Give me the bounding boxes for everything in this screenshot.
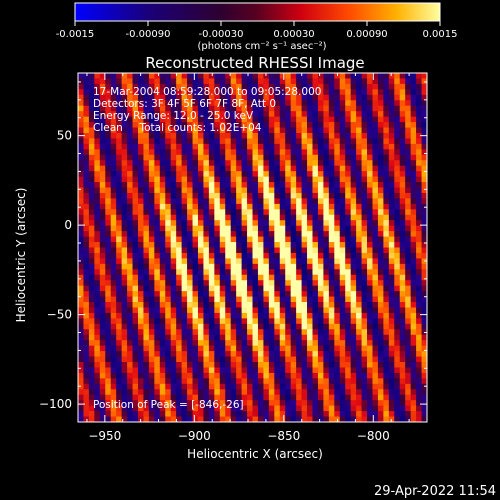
y-tick-label: −100 (39, 397, 72, 411)
colorbar-tick-label: -0.0015 (56, 29, 95, 40)
heatmap-image (78, 73, 427, 422)
annotation-clean: Clean Total counts: 1.02E+04 (93, 122, 262, 134)
x-tick-label: −900 (178, 429, 211, 443)
x-tick-label: −850 (267, 429, 300, 443)
colorbar-tick-label: 0.0015 (423, 29, 458, 40)
y-tick-label: 0 (64, 218, 72, 232)
y-tick-label: −50 (47, 308, 72, 322)
peak-position-label: Position of Peak = [-846,-26] (93, 399, 244, 411)
annotation-time: 17-Mar-2004 08:59:28.000 to 09:05:28.000 (93, 86, 321, 98)
y-tick-label: 50 (57, 129, 72, 143)
colorbar-tick-label: -0.00030 (199, 29, 244, 40)
chart-title: Reconstructed RHESSI Image (145, 54, 364, 72)
annotation-energy: Energy Range: 12.0 - 25.0 keV (93, 110, 254, 122)
colorbar-ticks: -0.0015 -0.00090 -0.00030 0.00030 0.00090 0.0… (56, 21, 458, 40)
y-axis-label: Heliocentric Y (arcsec) (14, 188, 28, 323)
colorbar-tick-label: 0.00030 (273, 29, 314, 40)
colorbar-tick-label: 0.00090 (346, 29, 387, 40)
colorbar-tick-label: -0.00090 (126, 29, 171, 40)
plot-frame (77, 72, 428, 423)
x-axis-label: Heliocentric X (arcsec) (187, 447, 323, 461)
axis-ticks: −950 −900 −850 −800 50 0 −50 −100 (39, 73, 428, 443)
x-tick-label: −950 (88, 429, 121, 443)
x-tick-label: −800 (357, 429, 390, 443)
footer-timestamp: 29-Apr-2022 11:54 (374, 484, 496, 499)
annotation-detectors: Detectors: 3F 4F 5F 6F 7F 8F, Att 0 (93, 98, 276, 110)
colorbar (74, 2, 441, 22)
colorbar-units-label: (photons cm⁻² s⁻¹ asec⁻²) (197, 41, 326, 52)
